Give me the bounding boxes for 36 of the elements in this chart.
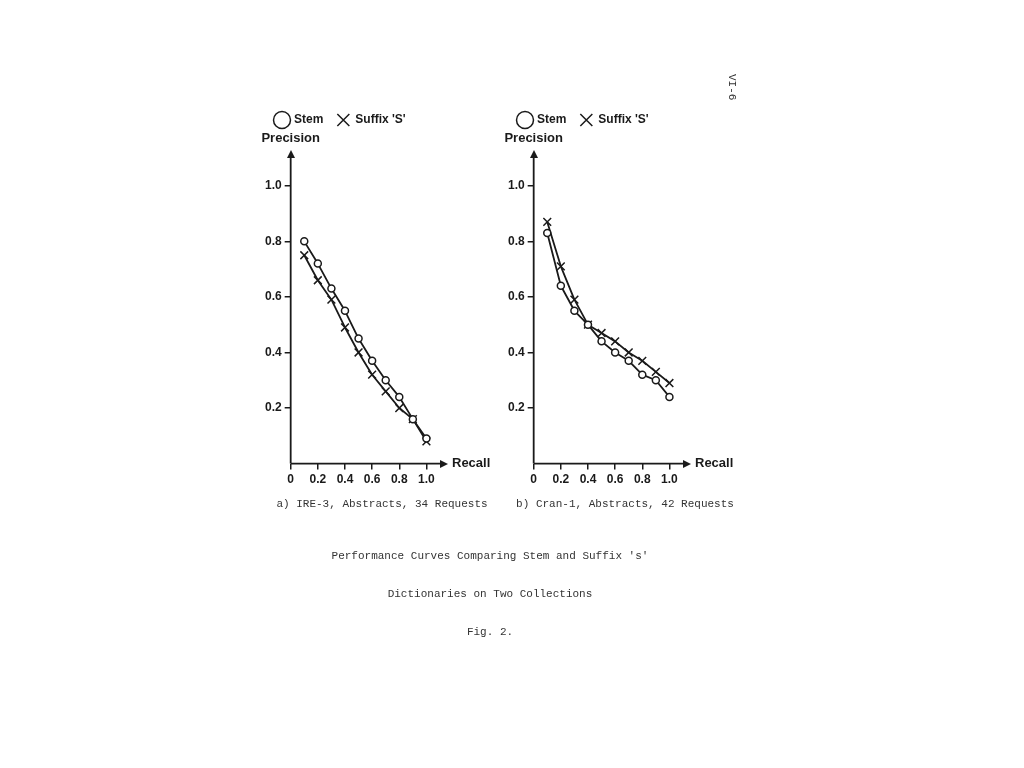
legend-label: Stem <box>537 112 567 127</box>
x-tick-label: 0.2 <box>309 472 327 487</box>
x-tick-label: 0.4 <box>579 472 597 487</box>
x-tick-label: 0 <box>530 472 538 487</box>
x-tick-label: 0.8 <box>633 472 651 487</box>
y-tick-label: 0.8 <box>507 233 525 248</box>
x-axis-title: Recall <box>695 455 734 471</box>
x-tick-label: 0.8 <box>390 472 408 487</box>
x-axis-title: Recall <box>452 455 491 471</box>
x-tick-label: 0.2 <box>552 472 570 487</box>
y-axis-title: Precision <box>504 129 563 145</box>
y-axis-title: Precision <box>261 129 320 145</box>
text: VI-6 <box>726 74 738 101</box>
x-tick-label: 0.4 <box>336 472 354 487</box>
y-tick-label: 0.4 <box>264 344 282 359</box>
y-tick-label: 0.2 <box>507 400 525 415</box>
y-tick-label: 1.0 <box>264 178 282 193</box>
legend-label: Suffix 'S' <box>598 112 649 127</box>
x-tick-label: 0 <box>287 472 295 487</box>
legend-label: Suffix 'S' <box>355 112 406 127</box>
x-tick-label: 1.0 <box>418 472 436 487</box>
text: Dictionaries on Two Collections <box>386 588 594 600</box>
text: a) IRE-3, Abstracts, 34 Requests <box>275 498 489 510</box>
x-tick-label: 0.6 <box>363 472 381 487</box>
y-tick-label: 1.0 <box>507 178 525 193</box>
y-tick-label: 0.8 <box>264 233 282 248</box>
y-tick-label: 0.6 <box>264 289 282 304</box>
text: b) Cran-1, Abstracts, 42 Requests <box>515 498 735 510</box>
y-tick-label: 0.2 <box>264 400 282 415</box>
x-tick-label: 0.6 <box>606 472 624 487</box>
legend-label: Stem <box>294 112 324 127</box>
caption: Fig. 2. <box>465 626 515 638</box>
y-tick-label: 0.4 <box>507 344 525 359</box>
text: Performance Curves Comparing Stem and Suffix 's' <box>330 550 650 562</box>
y-tick-label: 0.6 <box>507 289 525 304</box>
x-tick-label: 1.0 <box>661 472 679 487</box>
